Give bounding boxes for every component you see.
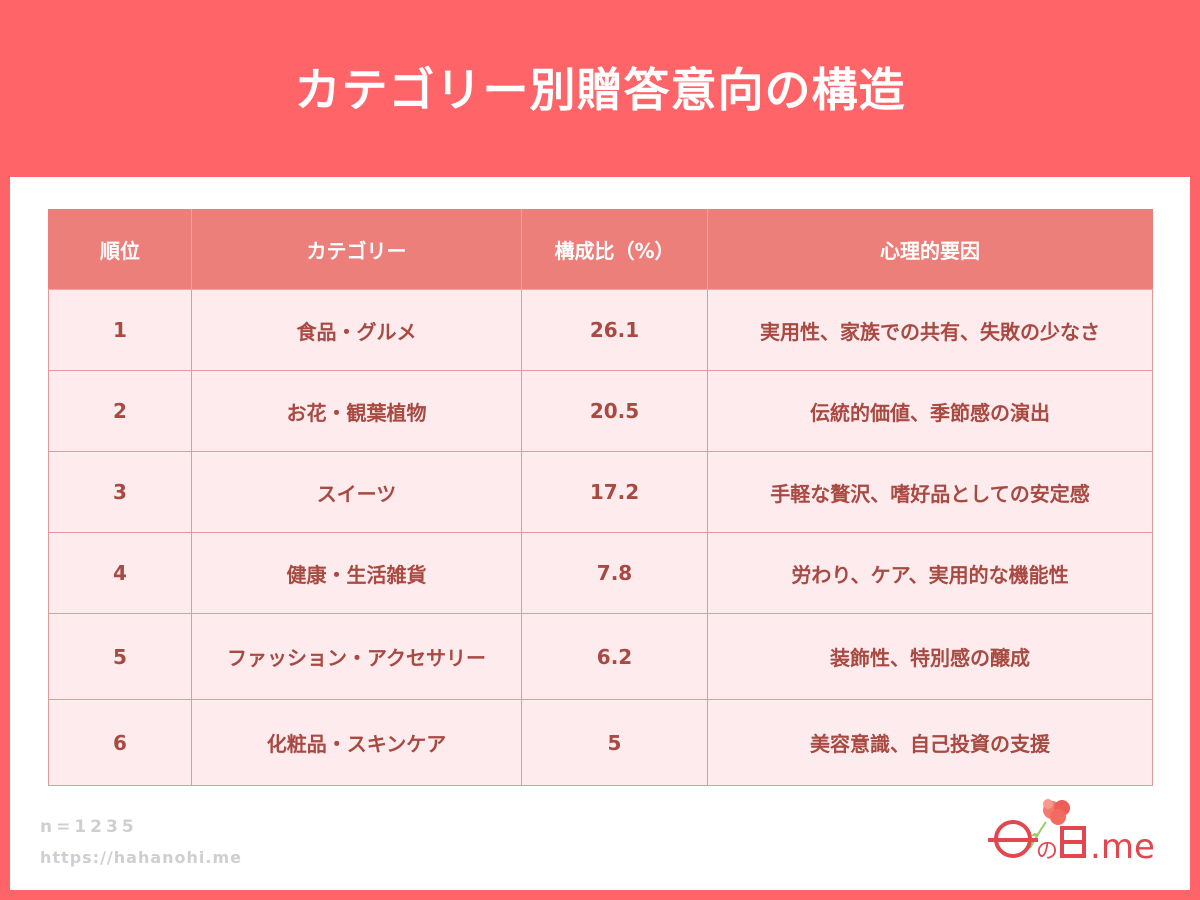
page-title: カテゴリー別贈答意向の構造 bbox=[294, 62, 906, 117]
table-row: 1 食品・グルメ 26.1 実用性、家族での共有、失敗の少なさ bbox=[48, 289, 1153, 371]
category-cell: 化粧品・スキンケア bbox=[191, 699, 522, 786]
category-cell: お花・観葉植物 bbox=[191, 370, 522, 452]
table-row: 5 ファッション・アクセサリー 6.2 装飾性、特別感の醸成 bbox=[48, 613, 1153, 700]
share-cell: 6.2 bbox=[521, 613, 708, 700]
share-cell: 26.1 bbox=[521, 289, 708, 371]
table-row: 3 スイーツ 17.2 手軽な贅沢、嗜好品としての安定感 bbox=[48, 451, 1153, 533]
logo-suffix: .me bbox=[1090, 827, 1155, 867]
flower-stem-icon bbox=[1029, 821, 1047, 849]
share-cell: 17.2 bbox=[521, 451, 708, 533]
category-table: 順位 カテゴリー 構成比（%） 心理的要因 1 食品・グルメ 26.1 実用性、… bbox=[48, 209, 1153, 786]
category-cell: ファッション・アクセサリー bbox=[191, 613, 522, 700]
category-cell: スイーツ bbox=[191, 451, 522, 533]
share-cell: 5 bbox=[521, 699, 708, 786]
column-header-category: カテゴリー bbox=[191, 209, 522, 290]
column-header-factor: 心理的要因 bbox=[707, 209, 1153, 290]
title-bar: カテゴリー別贈答意向の構造 bbox=[0, 0, 1200, 177]
share-cell: 20.5 bbox=[521, 370, 708, 452]
rank-cell: 6 bbox=[48, 699, 192, 786]
carnation-flower-icon bbox=[1043, 799, 1070, 825]
factor-cell: 伝統的価値、季節感の演出 bbox=[707, 370, 1153, 452]
logo-no: の bbox=[1036, 839, 1059, 864]
table-header-row: 順位 カテゴリー 構成比（%） 心理的要因 bbox=[48, 209, 1153, 290]
source-url: https://hahanohi.me bbox=[40, 848, 242, 867]
rank-cell: 3 bbox=[48, 451, 192, 533]
factor-cell: 労わり、ケア、実用的な機能性 bbox=[707, 532, 1153, 614]
table-row: 6 化粧品・スキンケア 5 美容意識、自己投資の支援 bbox=[48, 699, 1153, 786]
haha-mark-icon bbox=[988, 820, 1038, 858]
factor-cell: 装飾性、特別感の醸成 bbox=[707, 613, 1153, 700]
rank-cell: 5 bbox=[48, 613, 192, 700]
hi-mark-icon bbox=[1060, 826, 1087, 858]
share-cell: 7.8 bbox=[521, 532, 708, 614]
table-row: 2 お花・観葉植物 20.5 伝統的価値、季節感の演出 bbox=[48, 370, 1153, 452]
content-card: 順位 カテゴリー 構成比（%） 心理的要因 1 食品・グルメ 26.1 実用性、… bbox=[10, 177, 1190, 890]
factor-cell: 実用性、家族での共有、失敗の少なさ bbox=[707, 289, 1153, 371]
rank-cell: 4 bbox=[48, 532, 192, 614]
brand-logo[interactable]: の .me bbox=[964, 798, 1174, 878]
factor-cell: 美容意識、自己投資の支援 bbox=[707, 699, 1153, 786]
logo-wordmark: の .me bbox=[988, 820, 1155, 867]
category-cell: 健康・生活雑貨 bbox=[191, 532, 522, 614]
category-cell: 食品・グルメ bbox=[191, 289, 522, 371]
column-header-rank: 順位 bbox=[48, 209, 192, 290]
table-row: 4 健康・生活雑貨 7.8 労わり、ケア、実用的な機能性 bbox=[48, 532, 1153, 614]
rank-cell: 1 bbox=[48, 289, 192, 371]
column-header-share: 構成比（%） bbox=[521, 209, 708, 290]
factor-cell: 手軽な贅沢、嗜好品としての安定感 bbox=[707, 451, 1153, 533]
rank-cell: 2 bbox=[48, 370, 192, 452]
sample-size: n=1235 bbox=[40, 817, 138, 837]
